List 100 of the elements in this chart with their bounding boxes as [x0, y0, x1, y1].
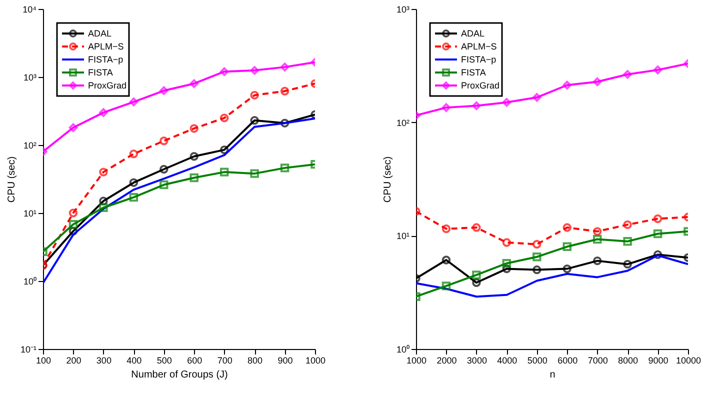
y-tick-label: 10⁰: [396, 344, 410, 354]
point: [250, 116, 259, 125]
point: [99, 196, 108, 206]
x-tick-label: 10000: [676, 356, 702, 366]
point: [502, 98, 512, 107]
point: [653, 66, 662, 74]
y-tick-label: 10³: [23, 72, 36, 82]
point: [68, 220, 78, 229]
point: [68, 123, 78, 132]
point: [190, 173, 198, 182]
point: [472, 101, 481, 110]
x-tick-label: 600: [187, 356, 202, 366]
x-tick-label: 1000: [305, 356, 326, 366]
point: [160, 180, 168, 190]
point: [653, 229, 662, 238]
legend-label: FISTA: [88, 68, 113, 78]
point: [220, 145, 229, 154]
x-tick-label: 400: [126, 356, 142, 366]
y-tick-label: 10²: [23, 140, 36, 150]
legend-label: APLM−S: [88, 42, 124, 52]
x-tick-label: 700: [217, 356, 232, 366]
point: [129, 98, 138, 106]
point: [442, 103, 451, 112]
y-tick-label: 10⁰: [23, 276, 36, 286]
point: [250, 66, 259, 75]
x-tick-label: 900: [278, 356, 293, 366]
x-tick-label: 3000: [466, 356, 487, 366]
y-tick-label: 10³: [396, 4, 410, 14]
point: [220, 114, 229, 122]
point: [562, 264, 572, 274]
x-axis-title: Number of Groups (J): [131, 370, 228, 380]
y-tick-label: 10²: [396, 118, 410, 128]
point: [250, 90, 259, 100]
point: [190, 124, 198, 133]
point: [502, 258, 512, 268]
x-tick-label: 200: [66, 356, 82, 366]
point: [562, 223, 572, 232]
point: [592, 227, 602, 236]
y-tick-label: 10¹: [23, 208, 36, 218]
point: [99, 108, 108, 117]
point: [532, 252, 542, 262]
point: [472, 278, 481, 287]
point: [502, 238, 512, 247]
point: [99, 203, 108, 212]
point: [280, 86, 290, 96]
x-tick-label: 300: [96, 356, 112, 366]
x-tick-label: 800: [248, 356, 263, 366]
point: [99, 168, 108, 176]
x-axis-title: n: [550, 370, 556, 380]
y-axis-title: CPU (sec): [382, 156, 394, 203]
point: [280, 118, 290, 128]
x-tick-label: 8000: [618, 356, 638, 366]
point: [502, 264, 512, 274]
point: [129, 178, 138, 187]
x-tick-label: 6000: [558, 356, 578, 366]
point: [472, 223, 481, 232]
point: [532, 93, 542, 102]
point: [250, 169, 259, 178]
legend-label: ADAL: [88, 28, 112, 38]
point: [160, 164, 168, 174]
point: [442, 256, 451, 264]
point: [280, 62, 290, 72]
point: [562, 242, 572, 252]
point: [562, 80, 572, 90]
y-axis-title: CPU (sec): [6, 156, 18, 203]
point: [442, 282, 451, 290]
line-series: [416, 254, 688, 298]
point: [129, 192, 138, 202]
y-tick-label: 10¹: [396, 231, 410, 242]
legend-label: FISTA−p: [88, 54, 124, 64]
point: [472, 270, 481, 280]
point: [68, 226, 78, 236]
point: [129, 150, 138, 158]
x-tick-label: 100: [36, 356, 52, 366]
point: [623, 260, 632, 269]
legend-label: ProxGrad: [461, 80, 500, 90]
x-tick-label: 9000: [648, 356, 668, 366]
point: [592, 256, 602, 266]
point: [442, 224, 451, 234]
point: [623, 70, 632, 79]
point: [280, 164, 290, 172]
point: [220, 168, 229, 176]
x-tick-label: 1000: [406, 356, 427, 366]
x-tick-label: 4000: [497, 356, 518, 366]
point: [623, 237, 632, 246]
x-tick-label: 5000: [527, 356, 548, 366]
point: [592, 77, 602, 86]
y-tick-label: 10⁻¹: [20, 344, 36, 354]
point: [160, 136, 168, 146]
point: [532, 240, 542, 249]
legend-label: ADAL: [461, 28, 485, 38]
point: [190, 152, 198, 161]
point: [160, 86, 168, 95]
legend-label: APLM−S: [461, 42, 497, 52]
point: [653, 250, 662, 259]
point: [68, 208, 78, 218]
x-tick-label: 7000: [588, 356, 608, 366]
legend-label: ProxGrad: [88, 80, 127, 90]
point: [653, 214, 662, 224]
x-tick-label: 2000: [436, 356, 457, 366]
